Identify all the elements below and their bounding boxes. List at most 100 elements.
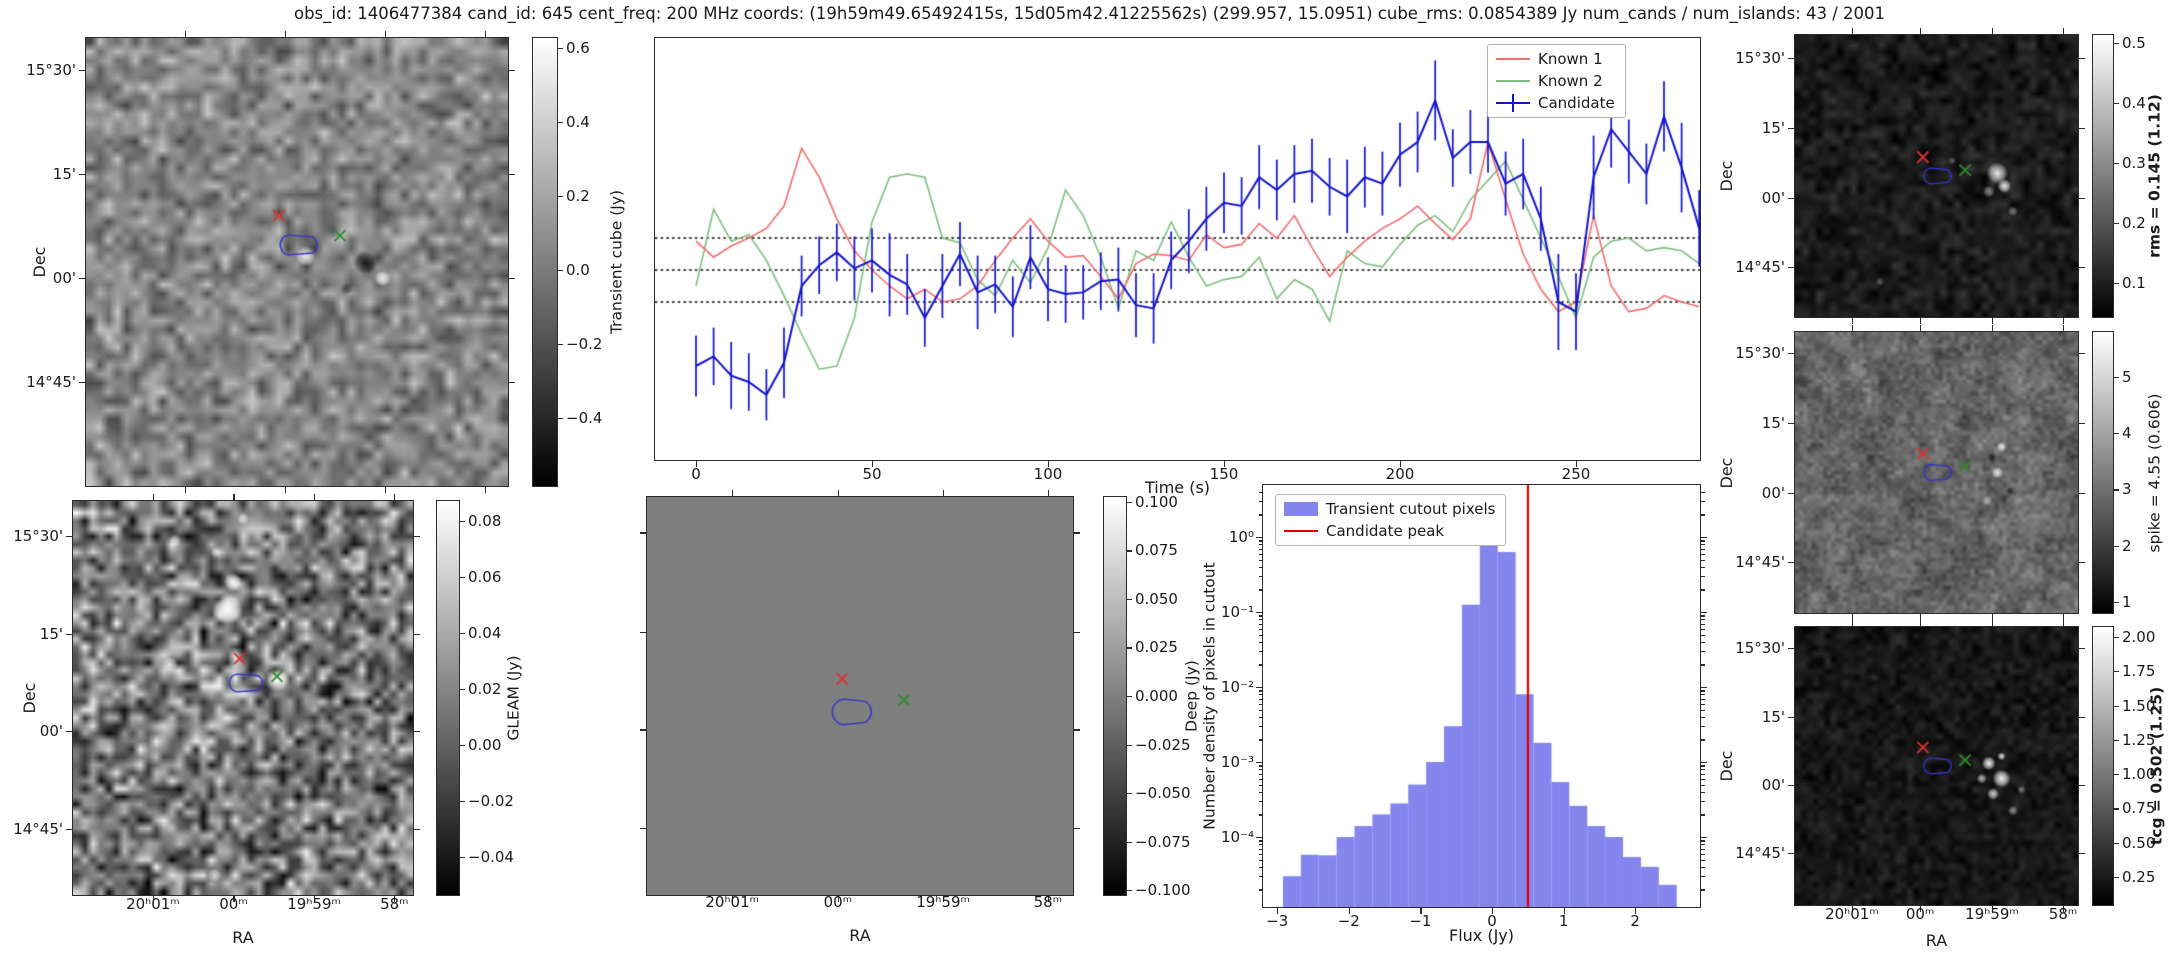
- spike-y-tick: [1788, 423, 1794, 425]
- histogram-y-minor-tick: [1701, 634, 1705, 636]
- rms-y-tick: [2079, 58, 2085, 60]
- gleam-colorbar-tick-label: 0.00: [468, 735, 502, 754]
- histogram-patch-icon: [1284, 500, 1318, 518]
- histogram-y-tick-label: 10⁻¹: [1220, 602, 1254, 621]
- histogram-y-minor-tick: [1701, 801, 1705, 803]
- histogram-y-tick: [1701, 762, 1707, 764]
- histogram-y-minor-tick: [1259, 876, 1263, 878]
- deep-image: [646, 496, 1074, 896]
- tcg-colorbar-tick: [2114, 705, 2119, 707]
- tcg-y-tick: [1788, 853, 1794, 855]
- spike-y-tick: [2079, 561, 2085, 564]
- histogram-y-minor-tick: [1259, 540, 1263, 542]
- rms-colorbar-tick-label: 0.2: [2122, 213, 2146, 232]
- tcg-colorbar-tick-label: 1.25: [2122, 730, 2156, 749]
- histogram-y-tick: [1256, 837, 1262, 839]
- legend-entry-cutout-pixels: Transient cutout pixels: [1284, 500, 1495, 518]
- deep-colorbar-tick-label: −0.050: [1135, 783, 1191, 802]
- histogram-y-minor-tick: [1259, 814, 1263, 816]
- deep-y-tick: [1074, 828, 1080, 830]
- tcg-ra-tick-label: 20ʰ01ᵐ: [1825, 904, 1879, 923]
- rms-x-tick: [2063, 28, 2065, 34]
- spike-x-tick: [1920, 325, 1922, 331]
- histogram-y-minor-tick: [1259, 769, 1263, 771]
- tcg-colorbar-tick-label: 1.50: [2122, 696, 2156, 715]
- gleam-x-tick: [394, 494, 396, 500]
- lightcurve-legend: Known 1 Known 2 Candidate: [1487, 44, 1626, 118]
- histogram-y-minor-tick: [1259, 559, 1263, 561]
- spike-dec-tick-label: 00': [1761, 483, 1785, 502]
- deep-y-tick: [640, 729, 646, 731]
- histogram-y-minor-tick: [1701, 791, 1705, 794]
- rms-dec-axis-label: Dec: [1717, 160, 1737, 192]
- histogram-y-minor-tick: [1259, 694, 1263, 696]
- histogram-y-minor-tick: [1701, 698, 1705, 700]
- lightcurve-x-tick: [1048, 461, 1050, 467]
- histogram-y-minor-tick: [1701, 628, 1705, 630]
- histogram-y-minor-tick: [1259, 615, 1263, 617]
- transient_cube-colorbar-label: Transient cube (Jy): [607, 189, 626, 335]
- rms-y-tick: [2079, 128, 2085, 130]
- gleam-dec-tick-label: 15': [39, 624, 63, 643]
- tcg-x-tick: [1920, 906, 1922, 912]
- histogram-y-minor-tick: [1701, 765, 1705, 767]
- transient_cube-colorbar-tick-label: 0.2: [566, 186, 590, 205]
- transient_cube-colorbar-tick: [558, 195, 563, 198]
- lightcurve-x-tick-label: 200: [1385, 464, 1415, 483]
- legend-label: Known 1: [1538, 50, 1603, 68]
- transient_cube-dec-axis-label: Dec: [30, 246, 50, 278]
- rms-x-tick: [1851, 318, 1854, 324]
- rms-colorbar-tick: [2114, 162, 2119, 164]
- histogram-y-minor-tick: [1701, 690, 1705, 692]
- histogram-y-minor-tick: [1259, 778, 1263, 780]
- spike-dec-tick-label: 15°30': [1735, 343, 1785, 362]
- gleam-colorbar-tick: [460, 856, 465, 859]
- histogram-y-minor-tick: [1259, 576, 1263, 578]
- gleam-ra-tick-label: 20ʰ01ᵐ: [126, 894, 180, 913]
- deep-x-tick: [732, 896, 734, 902]
- gleam-y-tick: [66, 828, 72, 830]
- histogram-y-minor-tick: [1701, 703, 1705, 705]
- candidate-errorbar-icon: [1496, 94, 1530, 112]
- transient_cube-x-tick: [185, 487, 187, 493]
- transient_cube-x-tick: [285, 31, 287, 37]
- tcg-colorbar-tick-label: 1.00: [2122, 764, 2156, 783]
- gleam-y-tick: [66, 634, 72, 636]
- gleam-dec-tick-label: 14°45': [13, 819, 63, 838]
- rms-colorbar-tick: [2114, 222, 2119, 224]
- deep-ra-tick-label: 00ᵐ: [823, 892, 853, 911]
- histogram-y-minor-tick: [1701, 853, 1705, 855]
- histogram-y-tick-label: 10⁻³: [1220, 752, 1254, 771]
- gleam-colorbar-tick: [460, 521, 465, 523]
- tcg-dec-tick-label: 15°30': [1735, 638, 1785, 657]
- histogram-y-minor-tick: [1259, 501, 1263, 503]
- tcg-dec-tick-label: 00': [1761, 775, 1785, 794]
- transient_cube-colorbar-tick-label: 0.4: [566, 112, 590, 131]
- histogram-y-minor-tick: [1701, 709, 1705, 711]
- spike-y-tick: [2079, 493, 2085, 495]
- histogram-x-tick: [1420, 908, 1422, 914]
- deep-x-tick: [837, 896, 840, 902]
- tcg-colorbar-tick: [2114, 808, 2119, 810]
- tcg-y-tick: [1788, 717, 1794, 719]
- gleam-dec-tick-label: 00': [39, 721, 63, 740]
- tcg-ra-tick-label: 19ʰ59ᵐ: [1965, 904, 2019, 923]
- rms-x-tick: [1851, 28, 1854, 34]
- spike-x-tick: [1920, 614, 1922, 620]
- tcg-x-tick: [1851, 620, 1854, 626]
- deep-y-tick: [1074, 631, 1080, 633]
- transient_cube-x-tick: [484, 31, 486, 37]
- tcg-x-tick: [1920, 620, 1922, 626]
- gleam-y-tick: [414, 536, 420, 538]
- legend-label: Candidate peak: [1326, 522, 1445, 540]
- transient_cube-colorbar-tick-label: 0.0: [566, 260, 590, 279]
- deep-x-tick: [837, 490, 840, 496]
- deep-colorbar-tick-label: 0.075: [1135, 541, 1178, 560]
- tcg-colorbar-tick-label: 0.25: [2122, 867, 2156, 886]
- histogram-y-tick: [1256, 612, 1262, 614]
- gleam-colorbar-tick: [460, 800, 465, 803]
- histogram-y-minor-tick: [1259, 641, 1263, 644]
- rms-colorbar-tick-label: 0.1: [2122, 273, 2146, 292]
- gleam-x-tick: [152, 896, 155, 902]
- transient_cube-dec-tick-label: 15': [52, 164, 76, 183]
